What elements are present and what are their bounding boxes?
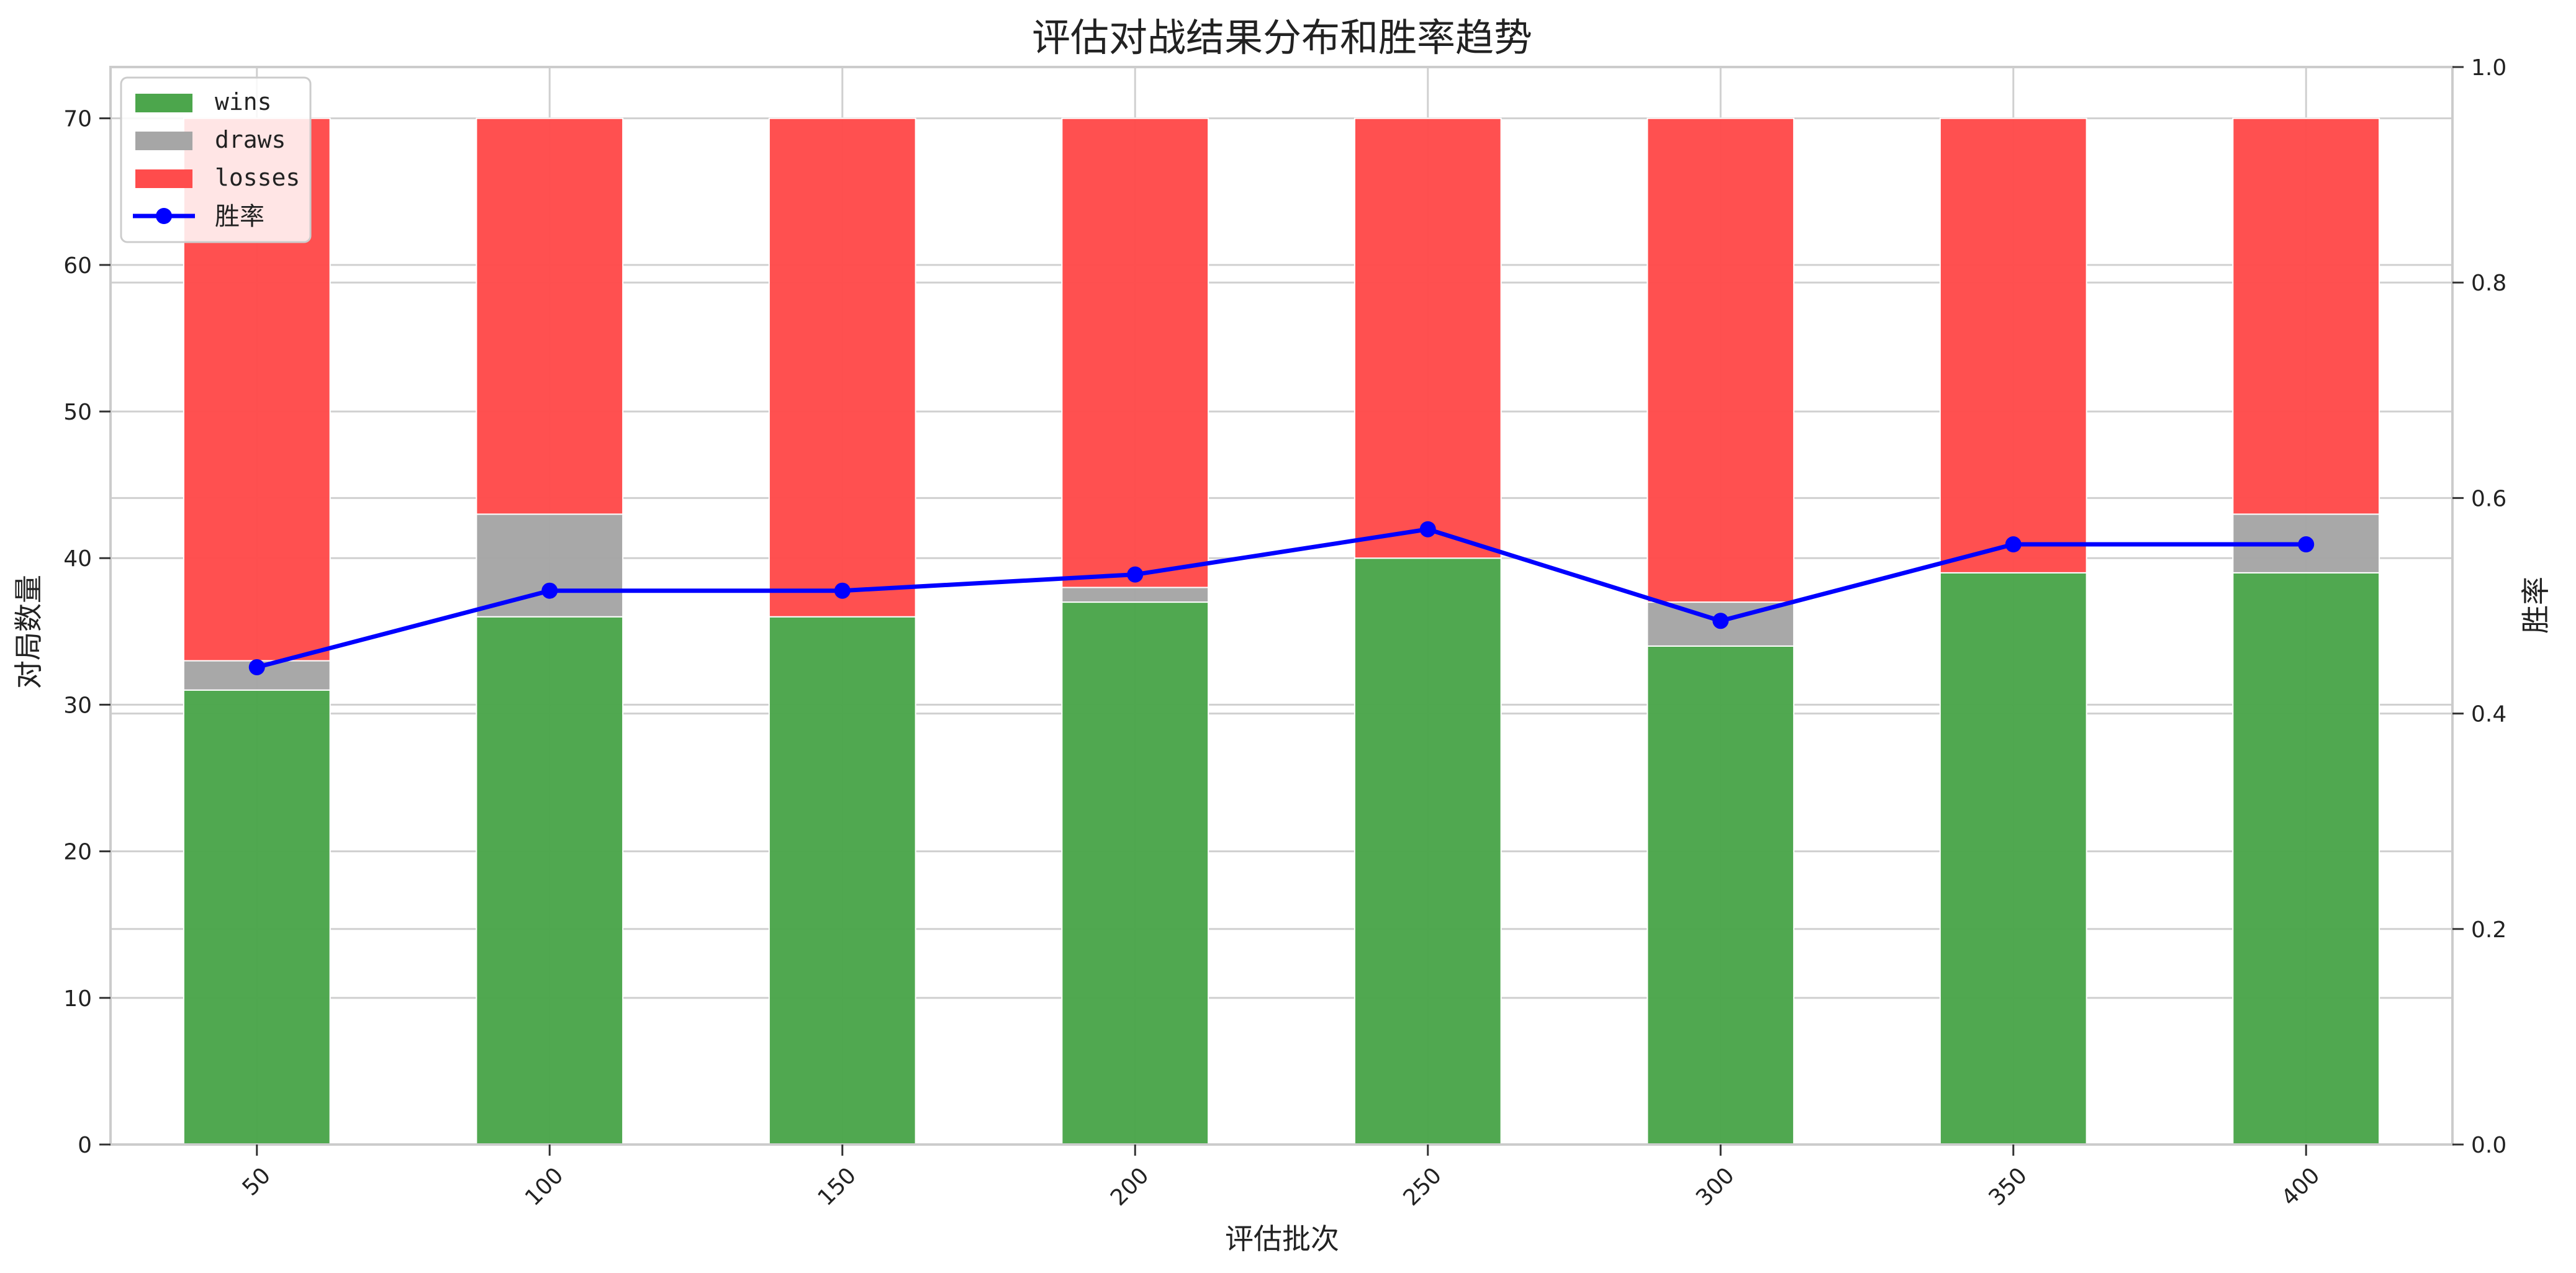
bar-draws: [1061, 587, 1209, 603]
x-tick-label: 250: [1399, 1163, 1447, 1211]
y-tick-label: 40: [63, 546, 92, 572]
y-tick-label: 10: [63, 986, 92, 1012]
bar-wins: [1354, 557, 1502, 1145]
win-rate-point: [1127, 566, 1144, 583]
bar-wins: [1939, 572, 2087, 1145]
bar-wins: [1647, 645, 1795, 1145]
y-tick-label: 0: [78, 1133, 92, 1158]
x-tick-label: 50: [238, 1163, 276, 1200]
bar-draws: [476, 513, 624, 618]
legend-box: [120, 76, 312, 243]
bar-wins: [2232, 572, 2380, 1145]
grid-lines: [111, 66, 2452, 1146]
y-axis-right: 0.0 0.2 0.4 0.6 0.8 1.0: [2452, 55, 2506, 1158]
bar-wins: [183, 689, 331, 1146]
legend-line-marker: [156, 208, 172, 224]
y-tick-label: 50: [63, 400, 92, 425]
y-axis-title: 对局数量: [12, 575, 45, 689]
y-tick-label: 30: [63, 693, 92, 718]
x-tick-label: 350: [1984, 1163, 2033, 1211]
y2-tick-label: 0.4: [2471, 702, 2506, 727]
y2-tick-label: 1.0: [2471, 55, 2506, 81]
legend: wins draws losses 胜率: [120, 76, 312, 243]
win-rate-point: [541, 582, 558, 599]
bar-wins: [768, 616, 916, 1145]
x-tick-label: 300: [1691, 1163, 1740, 1211]
y2-tick-label: 0.8: [2471, 271, 2506, 296]
x-tick-label: 100: [520, 1163, 569, 1211]
win-rate-point: [1712, 613, 1729, 629]
y-axis-left: 0 10 20 30 40 50 60 70: [63, 107, 111, 1158]
y-tick-label: 60: [63, 253, 92, 279]
plot-frame: [109, 66, 2454, 1146]
bar-losses: [476, 117, 624, 515]
win-rate-point: [2005, 536, 2022, 553]
win-rate-polyline: [256, 527, 2307, 670]
x-axis: 50 100 150 200 250 300 350 400: [238, 1145, 2325, 1211]
win-rate-point: [1419, 521, 1436, 538]
legend-label-win-rate: 胜率: [215, 202, 264, 231]
y2-tick-label: 0.6: [2471, 486, 2506, 511]
legend-swatch-losses: [135, 169, 192, 188]
x-tick-label: 200: [1106, 1163, 1154, 1211]
y2-axis-title: 胜率: [2519, 577, 2552, 634]
bar-stacks: [183, 117, 2380, 1146]
bar-wins: [1061, 601, 1209, 1145]
x-axis-title: 评估批次: [1225, 1222, 1339, 1256]
bar-losses: [1939, 117, 2087, 574]
y2-tick-label: 0.2: [2471, 917, 2506, 943]
legend-swatch-draws: [135, 132, 192, 150]
y-tick-label: 70: [63, 107, 92, 132]
x-tick-label: 150: [813, 1163, 862, 1211]
bar-losses: [1354, 117, 1502, 559]
win-rate-point: [834, 582, 851, 599]
bar-losses: [768, 117, 916, 618]
win-rate-point: [248, 659, 265, 675]
legend-label-wins: wins: [215, 88, 272, 115]
win-rate-point: [2298, 536, 2315, 553]
x-tick-label: 400: [2277, 1163, 2325, 1211]
y-tick-label: 20: [63, 840, 92, 865]
legend-swatch-wins: [135, 94, 192, 112]
chart-title: 评估对战结果分布和胜率趋势: [1032, 15, 1532, 60]
bar-losses: [1647, 117, 1795, 603]
y2-tick-label: 0.0: [2471, 1133, 2506, 1158]
legend-label-losses: losses: [215, 164, 300, 191]
legend-label-draws: draws: [215, 126, 286, 153]
bar-losses: [1061, 117, 1209, 588]
bar-losses: [2232, 117, 2380, 515]
win-rate-line: [248, 521, 2315, 675]
bar-wins: [476, 616, 624, 1145]
